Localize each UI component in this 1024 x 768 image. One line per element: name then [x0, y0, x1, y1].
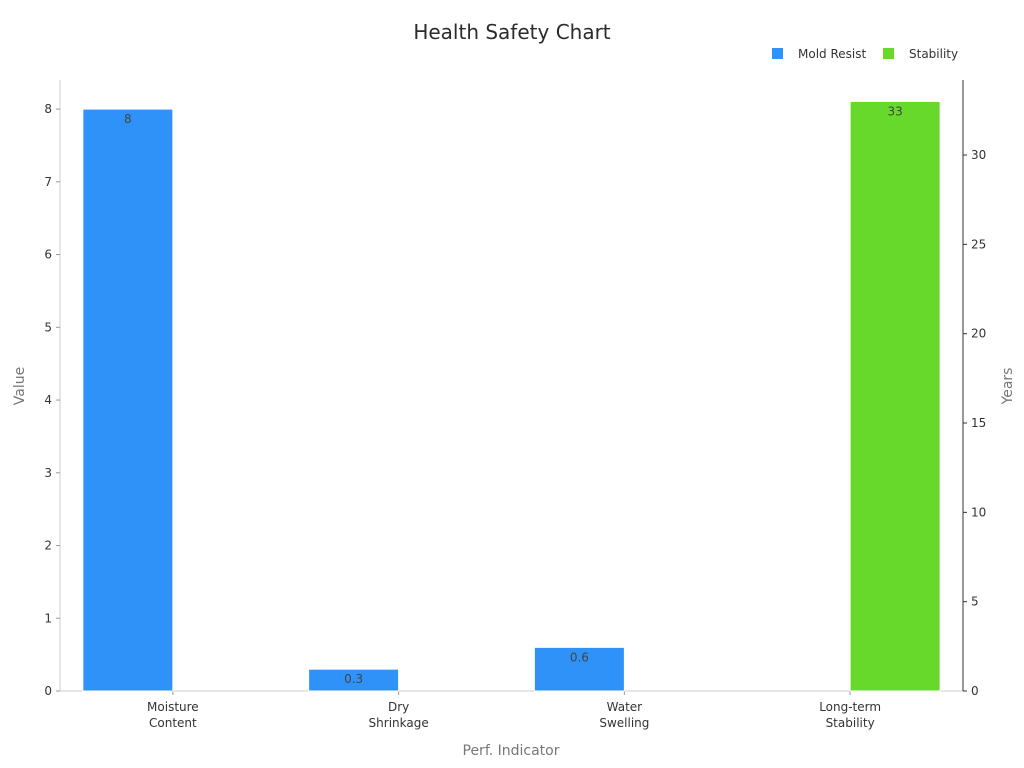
y2-tick-label: 15 [971, 416, 986, 430]
x-axis-label: Perf. Indicator [463, 743, 560, 759]
legend-swatch [772, 48, 783, 59]
y-tick-label: 3 [44, 466, 52, 480]
legend-label: Mold Resist [798, 47, 866, 61]
chart-title: Health Safety Chart [413, 20, 610, 44]
y-tick-label: 4 [44, 393, 52, 407]
y-tick-label: 7 [44, 175, 52, 189]
data-label: 8 [124, 112, 132, 126]
data-label: 0.6 [570, 650, 589, 664]
bar-mold-resist [82, 108, 174, 692]
x-tick-label: Dry Shrinkage [369, 700, 429, 730]
data-label: 33 [887, 104, 902, 118]
data-label: 0.3 [344, 672, 363, 686]
y-tick-label: 1 [44, 611, 52, 625]
bar-mold-resist [308, 668, 400, 692]
y-tick-label: 5 [44, 320, 52, 334]
y-axis-label: Value [12, 367, 28, 405]
axes: 0 1 2 3 4 5 6 7 8 0 5 10 15 20 25 30 Moisture Content Dry S… [44, 80, 986, 730]
x-tick-label: Moisture Content [147, 700, 199, 730]
x-tick-label: Long-term Stability [819, 700, 881, 730]
y2-axis-label: Years [1000, 368, 1016, 406]
y2-tick-label: 5 [971, 595, 979, 609]
y-tick-label: 0 [44, 684, 52, 698]
y2-tick-label: 20 [971, 327, 986, 341]
legend-swatch [883, 48, 894, 59]
bar-stability [849, 100, 941, 692]
y2-tick-label: 10 [971, 505, 986, 519]
legend-label: Stability [909, 47, 958, 61]
data-labels: 8 0.3 0.6 33 [124, 104, 903, 686]
y2-tick-label: 30 [971, 148, 986, 162]
y2-tick-label: 0 [971, 684, 979, 698]
y2-tick-label: 25 [971, 237, 986, 251]
y-tick-label: 2 [44, 539, 52, 553]
bar-mold-resist [533, 646, 625, 692]
y-tick-label: 6 [44, 248, 52, 262]
bars [82, 100, 941, 692]
y-tick-label: 8 [44, 102, 52, 116]
x-tick-label: Water Swelling [599, 700, 649, 730]
legend: Mold Resist Stability [772, 47, 958, 61]
